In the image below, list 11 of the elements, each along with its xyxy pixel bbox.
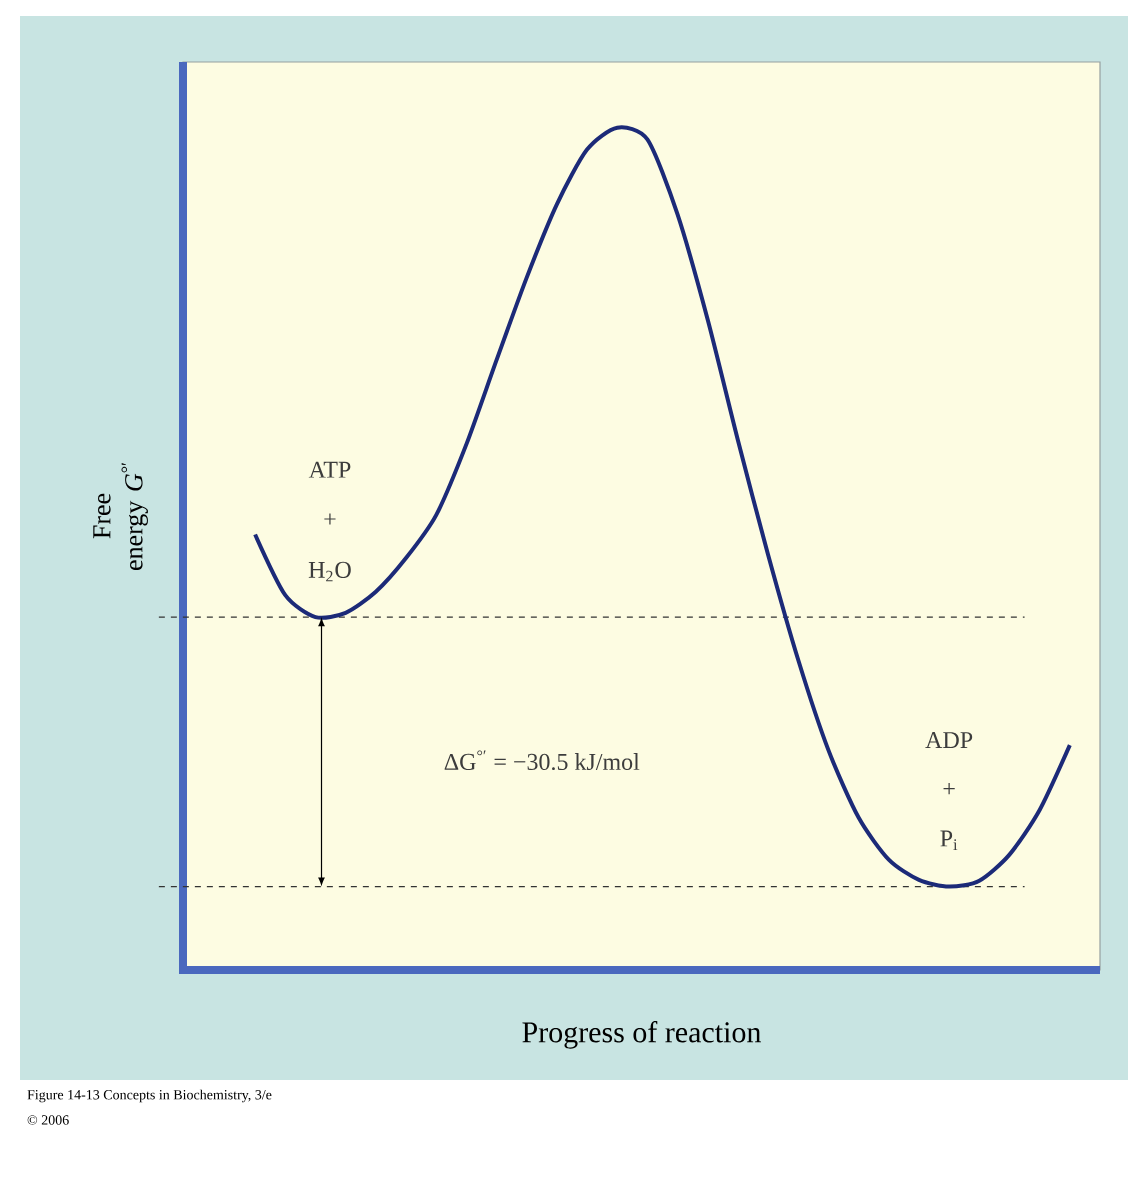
annotation: P$_{i}$	[940, 830, 958, 850]
text: © 2006	[27, 1115, 69, 1125]
y-axis-title: Free energy G$^{°′}$	[93, 462, 148, 570]
caption: Figure 14-13 Concepts in Biochemistry, 3/e	[27, 1089, 272, 1103]
annotation: ΔG$^{°′}$ = −30.5 kJ/mol	[444, 750, 640, 771]
x-axis-title: Progress of reaction	[522, 1021, 761, 1049]
annotation: ATP	[308, 461, 351, 478]
annotation: +	[324, 513, 336, 525]
annotation: H$_{2}$O	[308, 561, 351, 582]
annotation: +	[943, 782, 955, 795]
annotation: ADP	[925, 732, 973, 748]
